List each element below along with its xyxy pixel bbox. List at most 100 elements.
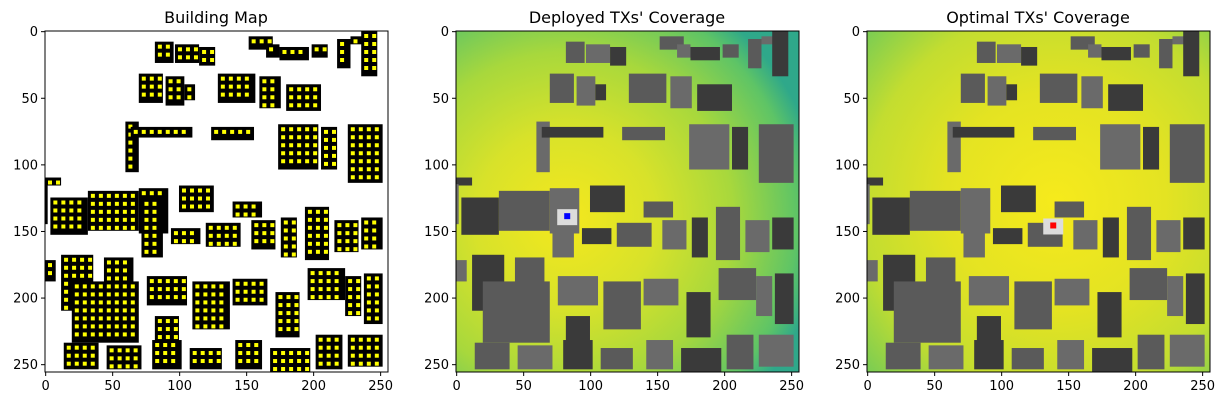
building-marker	[122, 316, 127, 321]
building	[1159, 38, 1173, 69]
building	[976, 41, 996, 63]
building-marker	[122, 193, 127, 198]
building-marker	[294, 319, 299, 324]
building-marker	[195, 308, 200, 313]
building-marker	[90, 193, 95, 198]
building-marker	[353, 247, 358, 252]
building	[581, 228, 612, 245]
building	[748, 38, 762, 69]
building	[363, 273, 383, 325]
building-marker	[374, 143, 379, 148]
building-marker	[219, 324, 224, 329]
building-marker	[364, 34, 369, 38]
building-marker	[208, 241, 213, 246]
building-marker	[236, 84, 241, 89]
building-marker	[210, 49, 215, 54]
building-marker	[98, 300, 103, 305]
building-marker	[122, 260, 127, 265]
building-marker	[254, 223, 259, 228]
building-marker	[294, 311, 299, 316]
building-marker	[270, 103, 275, 108]
building-marker	[64, 257, 69, 262]
building	[557, 276, 599, 306]
building-marker	[318, 271, 323, 276]
building	[1102, 217, 1119, 258]
building-marker	[286, 311, 291, 316]
building-marker	[372, 58, 377, 62]
building-marker	[211, 300, 216, 305]
building-marker	[130, 209, 135, 214]
building	[628, 73, 667, 103]
building-marker	[348, 279, 353, 284]
building	[1088, 44, 1102, 58]
building-marker	[270, 95, 275, 100]
building	[774, 273, 794, 325]
building-marker	[326, 353, 331, 358]
building	[1033, 126, 1077, 141]
x-tick-label: 150	[1056, 379, 1081, 394]
building-marker	[165, 52, 170, 57]
building-marker	[337, 239, 342, 244]
building-marker	[374, 159, 379, 164]
building-marker	[291, 252, 296, 257]
building-marker	[313, 135, 318, 140]
y-tick-label: 50	[432, 92, 449, 107]
building-marker	[364, 220, 369, 225]
building-marker	[305, 367, 310, 372]
building-marker	[243, 297, 248, 302]
building-marker	[324, 145, 329, 150]
building-marker	[176, 79, 181, 84]
building	[689, 124, 730, 170]
building-marker	[289, 103, 294, 108]
building-marker	[283, 252, 288, 257]
y-tick-label: 150	[835, 225, 860, 240]
building-marker	[216, 233, 221, 238]
building-marker	[98, 217, 103, 222]
building-marker	[114, 276, 119, 281]
building	[563, 340, 593, 370]
building-marker	[358, 135, 363, 140]
building-marker	[259, 281, 264, 286]
x-tick-label: 100	[167, 379, 192, 394]
building-marker	[334, 271, 339, 276]
building-marker	[173, 129, 178, 134]
axes-frame	[866, 30, 1211, 373]
building-marker	[262, 87, 267, 92]
building-marker	[98, 225, 103, 230]
building-marker	[315, 241, 320, 246]
building	[963, 198, 985, 258]
building	[1183, 217, 1205, 250]
building-marker	[366, 167, 371, 172]
building	[610, 46, 627, 66]
building	[361, 217, 383, 250]
building-marker	[82, 300, 87, 305]
building-marker	[278, 327, 283, 332]
building-marker	[374, 292, 379, 297]
building-marker	[374, 316, 379, 321]
building-marker	[90, 225, 95, 230]
building-marker	[340, 41, 345, 46]
building-marker	[171, 359, 176, 364]
x-tick-label: 100	[578, 379, 603, 394]
building-marker	[106, 276, 111, 281]
building-marker	[374, 175, 379, 180]
x-tick-label: 150	[645, 379, 670, 394]
building-marker	[348, 287, 353, 292]
building-marker	[98, 308, 103, 313]
building-marker	[144, 241, 149, 246]
building-marker	[144, 209, 149, 214]
building-marker	[278, 319, 283, 324]
y-tick-label: 200	[13, 292, 38, 307]
building-marker	[168, 87, 173, 92]
building-marker	[74, 292, 79, 297]
building-marker	[152, 209, 157, 214]
building-marker	[72, 257, 77, 262]
building-marker	[326, 337, 331, 342]
building-marker	[211, 316, 216, 321]
building-marker	[185, 55, 190, 60]
building-marker	[130, 316, 135, 321]
building-marker	[74, 353, 79, 358]
building-marker	[106, 284, 111, 289]
building-marker	[219, 284, 224, 289]
building	[1006, 84, 1018, 101]
